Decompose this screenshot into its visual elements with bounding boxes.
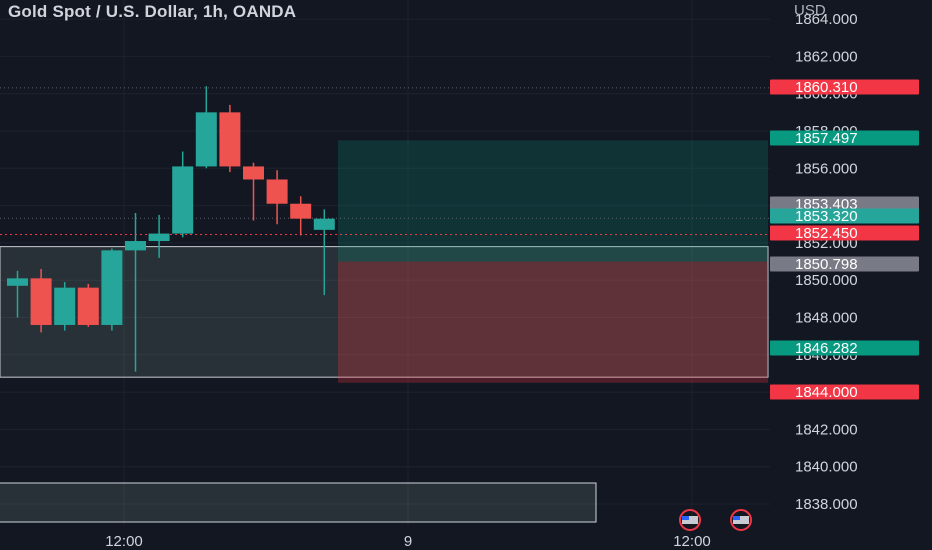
flag-icon-canton [682, 516, 689, 520]
price-tag-label: 1846.282 [795, 340, 858, 357]
range-zone [0, 246, 769, 378]
candle-body[interactable] [30, 278, 52, 325]
candle-body[interactable] [266, 179, 288, 204]
price-tick-label: 1862.000 [795, 48, 858, 65]
price-tick-label: 1848.000 [795, 310, 858, 327]
candle-body[interactable] [219, 112, 241, 167]
price-tick-label: 1850.000 [795, 272, 858, 289]
take-profit-zone [338, 140, 768, 262]
symbol-title: Gold Spot / U.S. Dollar, 1h, OANDA [8, 2, 297, 21]
candle-body[interactable] [77, 287, 99, 325]
candle-body[interactable] [195, 112, 217, 167]
candle-body[interactable] [290, 203, 312, 219]
price-tick-label: 1840.000 [795, 459, 858, 476]
price-tag [770, 256, 919, 272]
price-tag [770, 225, 919, 241]
price-tag [770, 340, 919, 356]
price-tag-label: 1850.798 [795, 256, 858, 273]
price-tag-label: 1857.497 [795, 130, 858, 147]
price-tag [770, 384, 919, 400]
candle-body[interactable] [125, 241, 146, 251]
price-tag [770, 196, 919, 212]
candle-body[interactable] [243, 166, 264, 180]
currency-label: USD [794, 2, 826, 19]
candle-body[interactable] [313, 218, 335, 230]
price-tick-label: 1856.000 [795, 160, 858, 177]
time-axis-background [0, 525, 770, 550]
stop-loss-zone [338, 261, 768, 383]
flag-icon-canton [733, 516, 740, 520]
price-tag-label: 1860.310 [795, 79, 858, 96]
price-tick-label: 1864.000 [795, 11, 858, 28]
price-tag [770, 79, 919, 95]
time-tick-label: 12:00 [105, 533, 143, 550]
candle-body[interactable] [101, 250, 123, 325]
price-tag-label: 1853.320 [795, 208, 858, 225]
us-flag-event-icon[interactable] [679, 509, 701, 531]
flag-icon [682, 516, 698, 524]
price-tick-label: 1842.000 [795, 421, 858, 438]
price-tag [770, 208, 919, 224]
us-flag-event-icon[interactable] [730, 509, 752, 531]
candle-body[interactable] [172, 166, 194, 234]
price-tick-label: 1838.000 [795, 496, 858, 513]
candle-body[interactable] [7, 278, 28, 286]
price-tag-label: 1852.450 [795, 225, 858, 242]
flag-icon [733, 516, 749, 524]
lower-range-box [0, 482, 597, 523]
price-tag-label: 1844.000 [795, 384, 858, 401]
price-tag [770, 130, 919, 146]
time-tick-label: 12:00 [673, 533, 711, 550]
candle-body[interactable] [148, 233, 170, 242]
time-tick-label: 9 [404, 533, 412, 550]
candle-body[interactable] [54, 287, 76, 325]
